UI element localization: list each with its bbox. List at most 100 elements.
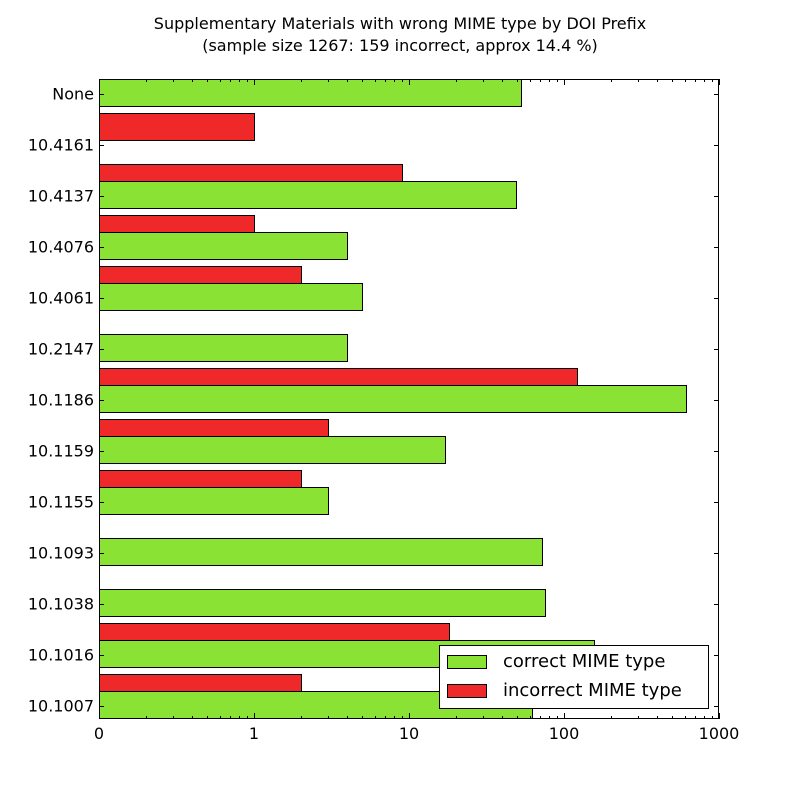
- legend-item-incorrect: incorrect MIME type: [447, 680, 682, 701]
- x-tick-minor: [347, 716, 349, 719]
- y-tick-label: 10.4076: [27, 237, 94, 257]
- y-tick: [99, 247, 104, 248]
- x-tick-minor: [238, 716, 240, 719]
- x-tick-minor: [556, 79, 558, 82]
- y-tick-label: None: [52, 84, 94, 104]
- y-tick: [714, 94, 719, 95]
- y-tick: [99, 298, 104, 299]
- x-tick-minor: [684, 79, 686, 82]
- bar-correct: [99, 181, 517, 209]
- x-tick-label: 0: [93, 724, 105, 743]
- x-tick-minor: [172, 716, 174, 719]
- x-tick-minor: [219, 79, 221, 82]
- legend-swatch-correct: [447, 654, 487, 669]
- bar-correct: [99, 589, 546, 617]
- bar-correct: [99, 283, 364, 311]
- x-tick-label: 10: [398, 724, 420, 743]
- y-tick-label: 10.1007: [27, 696, 94, 716]
- y-tick: [99, 655, 104, 656]
- x-tick-major: [719, 713, 720, 719]
- x-tick-minor: [517, 79, 519, 82]
- x-tick-major: [254, 79, 255, 85]
- chart-subtitle: (sample size 1267: 159 incorrect, approx…: [202, 36, 598, 55]
- bar-correct: [99, 79, 523, 107]
- x-tick-minor: [657, 716, 659, 719]
- x-tick-minor: [300, 79, 302, 82]
- y-tick: [99, 349, 104, 350]
- x-tick-minor: [384, 79, 386, 82]
- bar-correct: [99, 487, 329, 515]
- chart-title: Supplementary Materials with wrong MIME …: [153, 14, 647, 33]
- x-tick-minor: [711, 716, 713, 719]
- y-tick: [714, 553, 719, 554]
- x-tick-minor: [374, 79, 376, 82]
- x-tick-minor: [192, 716, 194, 719]
- y-tick: [99, 451, 104, 452]
- x-tick-minor: [529, 79, 531, 82]
- x-tick-minor: [246, 716, 248, 719]
- x-tick-major: [564, 79, 565, 85]
- y-tick: [99, 553, 104, 554]
- legend: correct MIME type incorrect MIME type: [439, 645, 709, 709]
- x-tick-minor: [347, 79, 349, 82]
- y-tick-label: 10.1093: [27, 543, 94, 563]
- x-tick-minor: [694, 716, 696, 719]
- x-tick-minor: [393, 716, 395, 719]
- x-tick-minor: [539, 79, 541, 82]
- x-tick-minor: [455, 716, 457, 719]
- x-tick-minor: [672, 716, 674, 719]
- x-tick-minor: [219, 716, 221, 719]
- bar-correct: [99, 385, 687, 413]
- x-tick-minor: [711, 79, 713, 82]
- x-tick-minor: [657, 79, 659, 82]
- y-tick-label: 10.2147: [27, 339, 94, 359]
- x-tick-major: [99, 79, 100, 85]
- x-tick-minor: [703, 79, 705, 82]
- x-tick-minor: [300, 716, 302, 719]
- x-tick-minor: [684, 716, 686, 719]
- x-tick-minor: [556, 716, 558, 719]
- x-tick-minor: [238, 79, 240, 82]
- x-tick-minor: [455, 79, 457, 82]
- legend-item-correct: correct MIME type: [447, 651, 665, 672]
- x-tick-minor: [362, 716, 364, 719]
- y-tick: [714, 298, 719, 299]
- x-tick-minor: [401, 79, 403, 82]
- x-tick-major: [254, 713, 255, 719]
- x-tick-minor: [145, 716, 147, 719]
- x-tick-label: 100: [548, 724, 580, 743]
- y-tick-label: 10.1186: [27, 390, 94, 410]
- y-tick: [714, 247, 719, 248]
- x-tick-minor: [207, 716, 209, 719]
- x-tick-minor: [637, 79, 639, 82]
- bar-correct: [99, 538, 543, 566]
- bar-incorrect: [99, 113, 255, 141]
- y-tick: [714, 145, 719, 146]
- y-tick: [714, 451, 719, 452]
- x-tick-minor: [610, 716, 612, 719]
- y-tick: [99, 604, 104, 605]
- x-tick-minor: [145, 79, 147, 82]
- x-tick-minor: [502, 79, 504, 82]
- x-tick-major: [564, 713, 565, 719]
- y-tick: [99, 94, 104, 95]
- x-tick-label: 1000: [698, 724, 740, 743]
- bar-correct: [99, 436, 446, 464]
- y-tick: [714, 196, 719, 197]
- y-tick: [714, 655, 719, 656]
- y-tick: [99, 400, 104, 401]
- x-tick-minor: [384, 716, 386, 719]
- x-tick-minor: [246, 79, 248, 82]
- plot-area: [99, 79, 719, 719]
- y-tick: [714, 604, 719, 605]
- x-tick-minor: [401, 716, 403, 719]
- x-tick-minor: [393, 79, 395, 82]
- y-tick: [99, 196, 104, 197]
- y-tick-label: 10.4137: [27, 186, 94, 206]
- y-tick: [714, 400, 719, 401]
- x-tick-minor: [637, 716, 639, 719]
- bar-correct: [99, 232, 349, 260]
- y-tick-label: 10.4161: [27, 135, 94, 155]
- x-tick-minor: [548, 716, 550, 719]
- x-tick-minor: [502, 716, 504, 719]
